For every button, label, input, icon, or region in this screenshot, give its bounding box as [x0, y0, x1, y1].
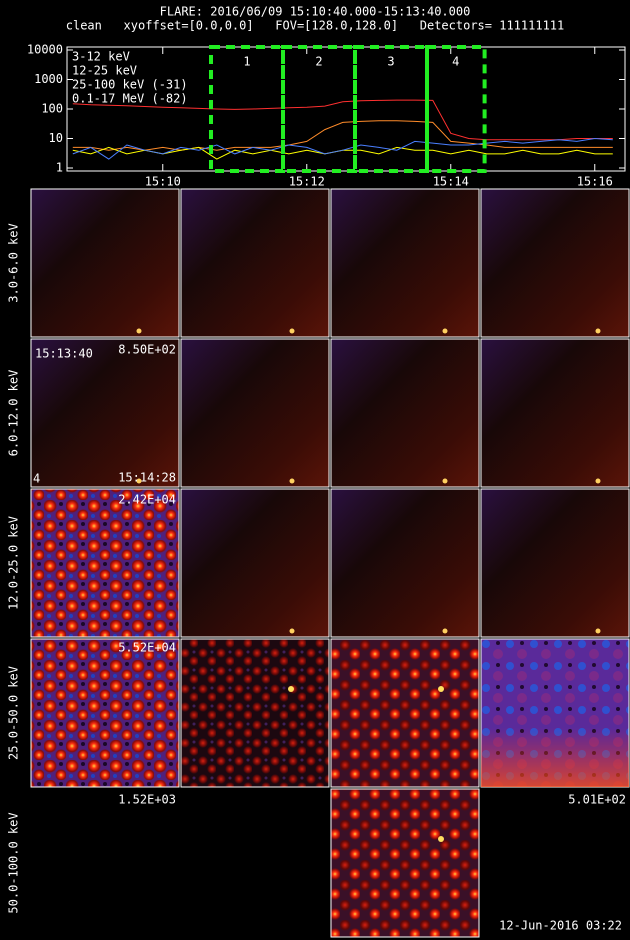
image-panel	[330, 338, 480, 488]
panel-annotation: 15:13:40	[35, 347, 93, 361]
row-label: 3.0-6.0 keV	[7, 223, 21, 302]
row-label: 50.0-100.0 keV	[7, 812, 21, 913]
row-label: 25.0-50.0 keV	[7, 666, 21, 760]
timestamp: 12-Jun-2016 03:22	[499, 919, 622, 933]
image-panel	[480, 488, 630, 638]
panel-annotation: 5.01E+02	[568, 793, 626, 807]
row-label: 6.0-12.0 keV	[7, 370, 21, 457]
image-grid: 3.0-6.0 keV 6.0-12.0 keV 12.0-25.0 keV 25.0…	[7, 188, 630, 938]
y-tick-label: 100	[41, 102, 63, 116]
image-panel	[30, 188, 180, 338]
interval-box	[425, 45, 487, 173]
image-panel	[180, 338, 330, 488]
y-tick-label: 10000	[27, 43, 63, 57]
x-tick-label: 15:10	[145, 175, 181, 189]
panel-annotation: 15:14:28	[118, 471, 176, 485]
source-spot	[442, 478, 448, 484]
image-panel	[480, 338, 630, 488]
image-overlay	[481, 639, 629, 787]
interval-label: 1	[243, 55, 250, 69]
series-line	[72, 99, 613, 141]
x-tick-label: 15:16	[577, 175, 613, 189]
x-tick-label: 15:14	[433, 175, 469, 189]
panel-annotation: 5.52E+04	[118, 641, 176, 655]
series-line	[72, 120, 613, 151]
interval-box	[281, 45, 357, 173]
panel-annotation: 8.50E+02	[118, 343, 176, 357]
legend-label: 12-25 keV	[72, 64, 137, 78]
image-panel	[180, 638, 330, 788]
source-spot	[442, 328, 448, 334]
source-spot	[136, 328, 142, 334]
x-tick-label: 15:12	[289, 175, 325, 189]
interval-box	[353, 45, 429, 173]
figure-title: FLARE: 2016/06/09 15:10:40.000-15:13:40.…	[160, 5, 471, 19]
source-spot	[438, 836, 444, 842]
y-tick-label: 1000	[34, 72, 63, 86]
series-line	[72, 137, 613, 160]
image-panel	[30, 638, 180, 788]
y-tick-label: 10	[49, 131, 63, 145]
interval-label: 3	[387, 55, 394, 69]
source-spot	[289, 478, 295, 484]
interval-box	[209, 45, 285, 173]
source-spot	[442, 628, 448, 634]
legend-label: 3-12 keV	[72, 50, 130, 64]
legend-label: 0.1-17 MeV (-82)	[72, 92, 188, 106]
image-panel	[330, 488, 480, 638]
interval-label: 4	[452, 55, 459, 69]
figure-subtitle: clean xyoffset=[0.0,0.0] FOV=[128.0,128.…	[66, 19, 565, 33]
panel-annotation: 1.52E+03	[118, 793, 176, 807]
source-spot	[289, 628, 295, 634]
plot-frame	[66, 46, 626, 172]
image-panel	[480, 188, 630, 338]
legend-label: 25-100 keV (-31)	[72, 78, 188, 92]
source-spot	[595, 628, 601, 634]
source-spot	[438, 686, 444, 692]
panel-annotation: 2.42E+04	[118, 493, 176, 507]
source-spot	[289, 328, 295, 334]
source-spot	[595, 478, 601, 484]
image-panel	[330, 788, 480, 938]
panel-annotation: 4	[33, 472, 40, 486]
image-panel	[30, 488, 180, 638]
y-tick-label: 1	[56, 161, 63, 175]
image-panel	[180, 488, 330, 638]
source-spot	[136, 478, 142, 484]
interval-label: 2	[315, 55, 322, 69]
image-panel	[330, 638, 480, 788]
image-panel	[30, 338, 180, 488]
image-panel	[180, 188, 330, 338]
source-spot	[288, 686, 294, 692]
image-panel	[330, 188, 480, 338]
source-spot	[595, 328, 601, 334]
row-label: 12.0-25.0 keV	[7, 516, 21, 610]
